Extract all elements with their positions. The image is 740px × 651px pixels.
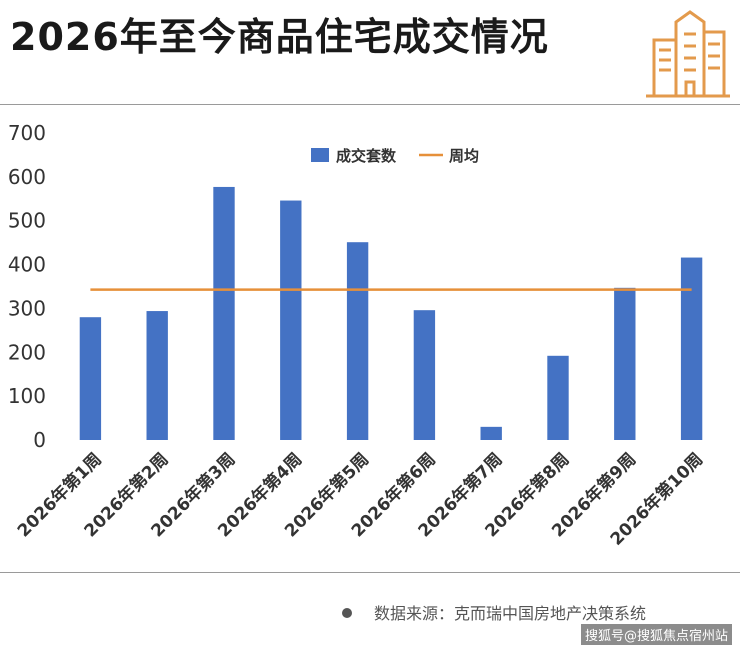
x-axis: 2026年第1周2026年第2周2026年第3周2026年第4周2026年第5周…: [13, 449, 707, 550]
bar: [614, 287, 636, 440]
y-tick-label: 600: [8, 165, 46, 189]
y-tick-label: 500: [8, 209, 46, 233]
bullet-icon: [342, 608, 352, 618]
bar: [79, 317, 102, 440]
bar-series: [79, 186, 703, 440]
y-tick-label: 300: [8, 296, 46, 320]
bar: [547, 355, 569, 440]
legend-label: 成交套数: [336, 147, 397, 165]
bar: [346, 242, 369, 440]
bar-chart: 0 100 200 300 400 500 600 700 2026年第1周2026年第2周2…: [8, 121, 707, 550]
y-tick-label: 700: [8, 121, 46, 145]
bar: [680, 257, 703, 440]
bottom-divider: [0, 572, 740, 573]
top-divider: [0, 104, 740, 105]
y-tick-label: 100: [8, 384, 46, 408]
y-tick-label: 0: [33, 428, 46, 452]
bar: [146, 311, 168, 440]
legend-label: 周均: [449, 147, 479, 165]
bar: [280, 200, 302, 440]
source-note: 数据来源：克而瑞中国房地产决策系统: [342, 600, 646, 624]
y-tick-label: 400: [8, 253, 46, 277]
bar: [413, 310, 436, 440]
buildings-icon: [646, 10, 730, 98]
page-title: 2026年至今商品住宅成交情况: [10, 15, 549, 59]
bar: [480, 426, 502, 440]
legend: 成交套数 周均: [311, 147, 479, 165]
bar: [213, 186, 235, 440]
source-text: 数据来源：克而瑞中国房地产决策系统: [374, 604, 647, 623]
y-axis: 0 100 200 300 400 500 600 700: [8, 121, 46, 452]
legend-swatch-bar: [311, 148, 329, 162]
watermark-credit: 搜狐号@搜狐焦点宿州站: [580, 624, 732, 645]
y-tick-label: 200: [8, 340, 46, 364]
